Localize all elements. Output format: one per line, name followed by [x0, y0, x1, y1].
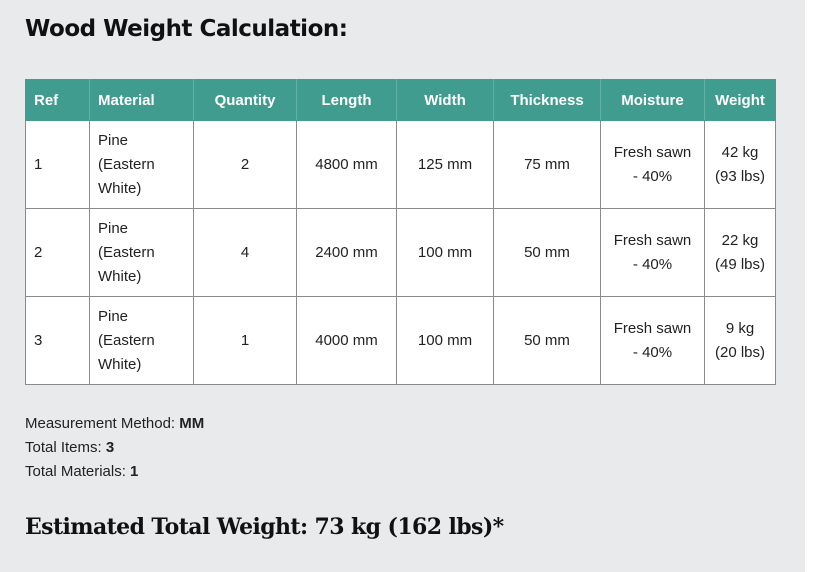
- measurement-method-value: MM: [179, 415, 205, 432]
- cell-material: Pine (Eastern White): [89, 296, 194, 385]
- material-line: White): [98, 355, 142, 373]
- header-length: Length: [296, 79, 397, 121]
- cell-length: 2400 mm: [296, 208, 397, 297]
- cell-thickness: 50 mm: [493, 296, 601, 385]
- cell-quantity: 2: [193, 120, 297, 209]
- table-header-row: Ref Material Quantity Length Width Thick…: [25, 79, 776, 121]
- material-line: White): [98, 267, 142, 285]
- moisture-line: Fresh sawn: [613, 231, 692, 249]
- header-quantity: Quantity: [193, 79, 297, 121]
- cell-ref: 3: [25, 296, 90, 385]
- weight-lbs: (93 lbs): [714, 167, 766, 185]
- moisture-line: - 40%: [632, 167, 673, 185]
- measurement-method: Measurement Method: MM: [25, 412, 204, 436]
- header-moisture: Moisture: [600, 79, 705, 121]
- weight-kg: 22 kg: [721, 231, 759, 249]
- cell-weight: 42 kg (93 lbs): [704, 120, 776, 209]
- weight-kg: 9 kg: [725, 319, 755, 337]
- total-items-value: 3: [105, 439, 115, 456]
- material-line: White): [98, 179, 142, 197]
- cell-weight: 9 kg (20 lbs): [704, 296, 776, 385]
- cell-width: 100 mm: [396, 208, 494, 297]
- header-width: Width: [396, 79, 494, 121]
- table-row: 1 Pine (Eastern White) 2 4800 mm 125 mm …: [25, 120, 776, 209]
- cell-width: 125 mm: [396, 120, 494, 209]
- moisture-line: Fresh sawn: [613, 319, 692, 337]
- header-weight: Weight: [704, 79, 776, 121]
- material-line: (Eastern: [98, 331, 155, 349]
- page-title: Wood Weight Calculation:: [25, 16, 348, 42]
- cell-ref: 2: [25, 208, 90, 297]
- summary-block: Measurement Method: MM Total Items: 3 To…: [25, 412, 204, 484]
- table-row: 3 Pine (Eastern White) 1 4000 mm 100 mm …: [25, 296, 776, 385]
- total-items: Total Items: 3: [25, 436, 204, 460]
- material-line: Pine: [98, 131, 129, 149]
- cell-width: 100 mm: [396, 296, 494, 385]
- total-materials-label: Total Materials:: [25, 463, 131, 480]
- total-items-label: Total Items:: [25, 439, 106, 456]
- total-materials-value: 1: [130, 463, 139, 480]
- moisture-line: - 40%: [632, 255, 673, 273]
- moisture-line: Fresh sawn: [613, 143, 692, 161]
- cell-moisture: Fresh sawn - 40%: [600, 208, 705, 297]
- cell-moisture: Fresh sawn - 40%: [600, 120, 705, 209]
- total-materials: Total Materials: 1: [25, 460, 204, 484]
- header-ref: Ref: [25, 79, 90, 121]
- material-line: (Eastern: [98, 243, 155, 261]
- measurement-method-label: Measurement Method:: [25, 415, 180, 432]
- cell-weight: 22 kg (49 lbs): [704, 208, 776, 297]
- cell-thickness: 75 mm: [493, 120, 601, 209]
- wood-weight-table: Ref Material Quantity Length Width Thick…: [25, 79, 776, 385]
- cell-moisture: Fresh sawn - 40%: [600, 296, 705, 385]
- header-thickness: Thickness: [493, 79, 601, 121]
- table-row: 2 Pine (Eastern White) 4 2400 mm 100 mm …: [25, 208, 776, 297]
- moisture-line: - 40%: [632, 343, 673, 361]
- material-line: Pine: [98, 307, 129, 325]
- header-material: Material: [89, 79, 194, 121]
- cell-quantity: 4: [193, 208, 297, 297]
- estimated-total-weight: Estimated Total Weight: 73 kg (162 lbs)*: [25, 514, 504, 540]
- weight-kg: 42 kg: [721, 143, 759, 161]
- material-line: (Eastern: [98, 155, 155, 173]
- cell-ref: 1: [25, 120, 90, 209]
- cell-quantity: 1: [193, 296, 297, 385]
- weight-lbs: (49 lbs): [714, 255, 766, 273]
- material-line: Pine: [98, 219, 129, 237]
- cell-material: Pine (Eastern White): [89, 120, 194, 209]
- cell-material: Pine (Eastern White): [89, 208, 194, 297]
- cell-thickness: 50 mm: [493, 208, 601, 297]
- cell-length: 4000 mm: [296, 296, 397, 385]
- weight-lbs: (20 lbs): [714, 343, 766, 361]
- cell-length: 4800 mm: [296, 120, 397, 209]
